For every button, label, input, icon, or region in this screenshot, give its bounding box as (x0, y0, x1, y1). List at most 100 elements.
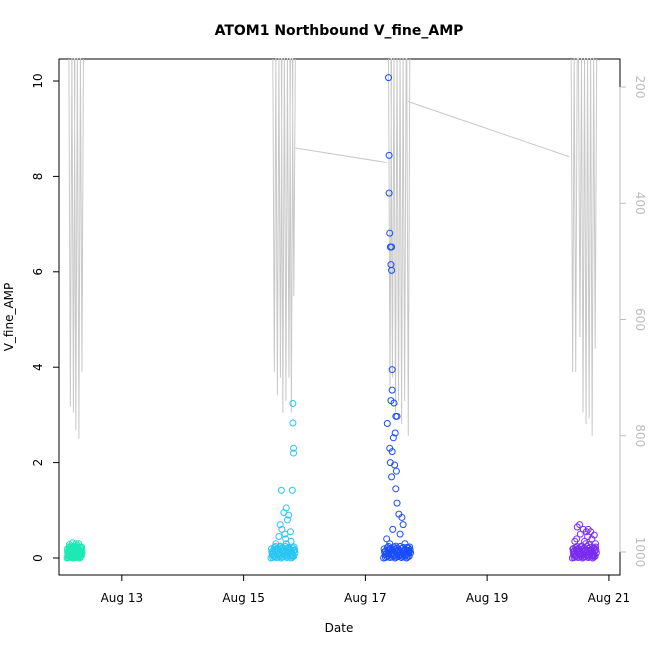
y2-axis: 200 400 600 800 1000 (619, 76, 647, 568)
data-point (576, 521, 584, 529)
scatter-points (63, 74, 600, 562)
data-point (287, 554, 295, 562)
data-point (290, 449, 298, 457)
data-point (592, 546, 600, 554)
depth-trend (295, 147, 387, 164)
data-point (388, 243, 396, 251)
data-point (69, 546, 77, 554)
data-point (385, 151, 393, 159)
y2-tick-label: 800 (633, 424, 647, 447)
data-point (388, 266, 396, 274)
x-tick-label: Aug 21 (588, 591, 631, 605)
data-point (276, 546, 284, 554)
data-point (385, 74, 393, 82)
y-tick-label: 10 (31, 73, 45, 88)
data-point (75, 552, 83, 560)
data-point (587, 552, 595, 560)
data-point (398, 513, 406, 521)
data-point (386, 229, 394, 237)
data-point (407, 549, 415, 557)
data-point (389, 525, 397, 533)
data-point (388, 366, 396, 374)
data-point (589, 554, 597, 562)
data-point (71, 553, 79, 561)
data-point (578, 546, 586, 554)
data-point (393, 499, 401, 507)
data-point (401, 552, 409, 560)
data-point (68, 553, 76, 561)
x-axis-title: Date (325, 621, 354, 635)
y-tick-label: 4 (31, 363, 45, 371)
y2-tick-label: 400 (633, 192, 647, 215)
data-point (391, 429, 399, 437)
y2-tick-label: 1000 (633, 537, 647, 568)
data-point (405, 547, 413, 555)
data-point (283, 516, 291, 524)
data-point (399, 521, 407, 529)
data-point (573, 523, 581, 531)
data-point (389, 434, 397, 442)
depth-segment (388, 58, 411, 436)
data-point (286, 528, 294, 536)
data-point (288, 486, 296, 494)
y-tick-label: 6 (31, 268, 45, 276)
depth-segment (570, 58, 598, 436)
data-point (291, 549, 299, 557)
y-axis-title: V_fine_AMP (2, 283, 16, 352)
data-point (388, 386, 396, 394)
data-point (590, 531, 598, 539)
data-point (285, 511, 293, 519)
data-point (286, 552, 294, 560)
data-point (385, 189, 393, 197)
plot-box (58, 58, 621, 576)
data-point (388, 448, 396, 456)
data-point (289, 547, 297, 555)
y-tick-label: 0 (31, 554, 45, 562)
x-axis: Aug 13 Aug 15 Aug 17 Aug 19 Aug 21 (101, 574, 631, 605)
depth-line (68, 58, 598, 439)
y2-tick-label: 200 (633, 76, 647, 99)
data-point (393, 412, 401, 420)
data-point (289, 419, 297, 427)
x-tick-label: Aug 15 (222, 591, 265, 605)
data-point (383, 419, 391, 427)
data-point (282, 535, 290, 543)
data-point (391, 461, 399, 469)
data-point (290, 444, 298, 452)
y-axis: 0 2 4 6 8 10 (31, 73, 60, 562)
data-point (282, 504, 290, 512)
x-tick-label: Aug 13 (101, 591, 144, 605)
data-point (383, 535, 391, 543)
data-point (576, 530, 584, 538)
y-tick-label: 2 (31, 459, 45, 467)
data-point (396, 530, 404, 538)
data-point (390, 399, 398, 407)
x-tick-label: Aug 17 (344, 591, 387, 605)
data-point (402, 554, 410, 562)
data-point (278, 525, 286, 533)
data-point (65, 544, 73, 552)
data-point (390, 546, 398, 554)
depth-segment (272, 58, 296, 413)
y-tick-label: 8 (31, 173, 45, 181)
data-point (289, 399, 297, 407)
data-point (388, 473, 396, 481)
data-point (276, 521, 284, 529)
data-point (291, 546, 299, 554)
data-point (65, 546, 73, 554)
data-point (275, 533, 283, 541)
data-point (64, 554, 72, 562)
y2-tick-label: 600 (633, 308, 647, 331)
depth-trend (407, 101, 570, 158)
data-point (591, 547, 599, 555)
chart-title: ATOM1 Northbound V_fine_AMP (215, 23, 464, 39)
data-point (406, 546, 414, 554)
data-point (392, 485, 400, 493)
data-point (584, 525, 592, 533)
x-tick-label: Aug 19 (466, 591, 509, 605)
data-point (592, 549, 600, 557)
data-point (392, 467, 400, 475)
depth-segment (68, 58, 84, 439)
data-point (277, 486, 285, 494)
